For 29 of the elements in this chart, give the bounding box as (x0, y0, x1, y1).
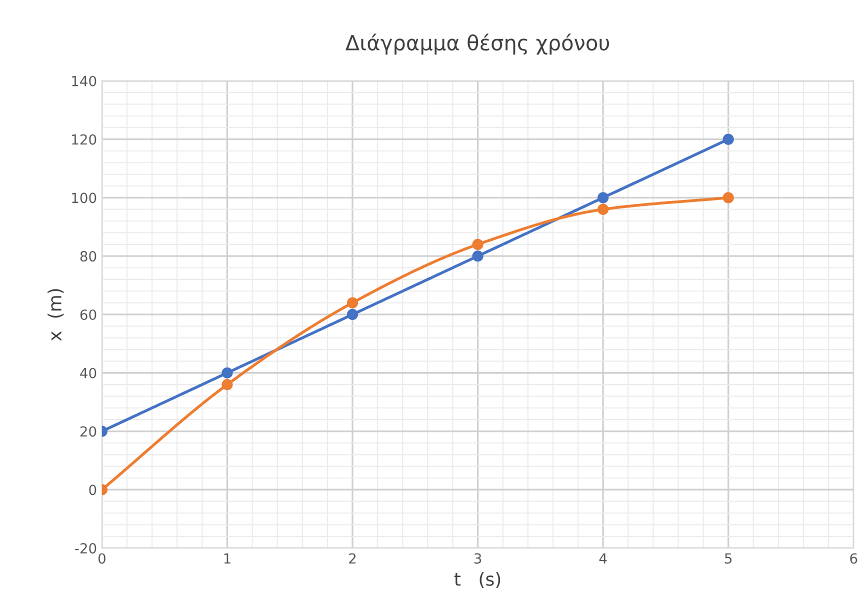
point (598, 192, 609, 204)
y-tick-label: 80 (80, 251, 96, 262)
x-tick-label: 1 (224, 553, 230, 564)
y-tick-label: -20 (75, 543, 96, 554)
x-tick-label: 3 (474, 553, 482, 564)
point (222, 367, 233, 378)
x-tick-label: 5 (725, 553, 732, 564)
y-tick-label: 100 (72, 192, 96, 204)
y-tick-label: 40 (80, 368, 96, 378)
point (472, 238, 484, 250)
point (722, 134, 734, 145)
x-tick-label: 4 (599, 553, 607, 564)
chart-title: Διάγραμμα θέσης χρόνου (346, 34, 610, 55)
point (222, 379, 233, 390)
point (472, 250, 484, 262)
x-tick-label: 6 (850, 553, 858, 564)
point (346, 308, 358, 320)
y-tick-label: 120 (72, 134, 96, 145)
y-tick-label: 0 (89, 484, 96, 496)
y-tick-label: 60 (80, 309, 96, 320)
x-tick-label: 0 (98, 553, 106, 564)
y-tick-label: 140 (72, 76, 96, 86)
point (346, 297, 358, 308)
point (722, 192, 734, 204)
point (598, 204, 609, 215)
x-axis-title: t (s) (454, 572, 500, 588)
y-tick-label: 20 (80, 426, 96, 437)
y-axis-title: x (m) (48, 289, 64, 341)
x-tick-label: 2 (349, 553, 356, 564)
